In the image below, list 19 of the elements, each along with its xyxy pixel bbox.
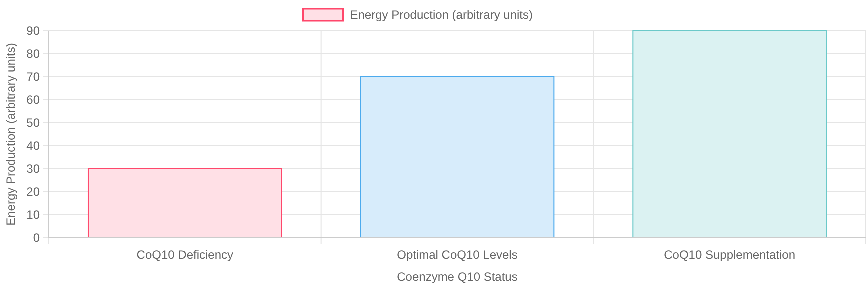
y-tick-label: 40 bbox=[26, 139, 40, 154]
y-tick-label: 30 bbox=[26, 162, 40, 176]
y-tick-label: 60 bbox=[26, 93, 40, 108]
x-tick-label: CoQ10 Deficiency bbox=[136, 248, 234, 262]
bar bbox=[88, 168, 282, 238]
y-tick-label: 90 bbox=[26, 24, 40, 38]
y-tick-label: 10 bbox=[26, 208, 40, 222]
legend-label: Energy Production (arbitrary units) bbox=[350, 8, 533, 22]
x-tick-label: CoQ10 Supplementation bbox=[664, 248, 796, 262]
bar bbox=[360, 76, 555, 238]
y-axis-title: Energy Production (arbitrary units) bbox=[4, 43, 18, 226]
y-tick-label: 0 bbox=[33, 231, 40, 246]
x-axis-title: Coenzyme Q10 Status bbox=[397, 270, 518, 284]
bar bbox=[632, 30, 828, 238]
x-tick-label: Optimal CoQ10 Levels bbox=[397, 248, 518, 262]
y-tick-label: 20 bbox=[26, 185, 40, 200]
y-tick-label: 70 bbox=[26, 70, 40, 84]
y-tick-label: 80 bbox=[26, 47, 40, 62]
y-tick-label: 50 bbox=[26, 116, 40, 130]
